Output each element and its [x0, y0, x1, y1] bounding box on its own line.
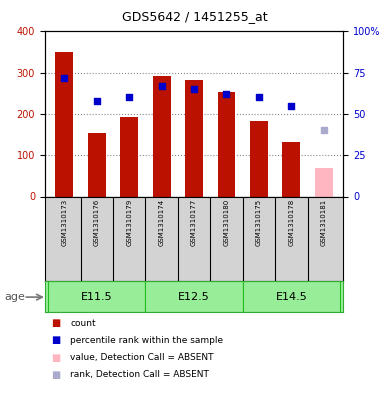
Bar — [250, 121, 268, 196]
Point — [256, 94, 262, 101]
Point — [321, 127, 327, 134]
Point — [223, 91, 230, 97]
Text: ■: ■ — [51, 353, 60, 363]
Text: value, Detection Call = ABSENT: value, Detection Call = ABSENT — [70, 353, 214, 362]
Point — [126, 94, 132, 101]
Bar — [48, 281, 145, 312]
Point — [158, 83, 165, 89]
Text: GSM1310180: GSM1310180 — [223, 199, 229, 246]
Bar — [282, 142, 300, 196]
Text: percentile rank within the sample: percentile rank within the sample — [70, 336, 223, 345]
Text: ■: ■ — [51, 318, 60, 328]
Point — [288, 103, 294, 109]
Text: E11.5: E11.5 — [81, 292, 113, 302]
Text: rank, Detection Call = ABSENT: rank, Detection Call = ABSENT — [70, 371, 209, 379]
Text: count: count — [70, 319, 96, 327]
Bar — [145, 281, 243, 312]
Text: age: age — [5, 292, 26, 302]
Text: GSM1310177: GSM1310177 — [191, 199, 197, 246]
Text: GSM1310181: GSM1310181 — [321, 199, 327, 246]
Bar — [185, 80, 203, 196]
Text: GSM1310173: GSM1310173 — [61, 199, 67, 246]
Text: GSM1310178: GSM1310178 — [288, 199, 294, 246]
Text: GSM1310179: GSM1310179 — [126, 199, 132, 246]
Text: ■: ■ — [51, 370, 60, 380]
Point — [61, 75, 67, 81]
Bar — [120, 117, 138, 196]
Bar — [88, 133, 106, 196]
Bar — [218, 92, 236, 196]
Text: GSM1310174: GSM1310174 — [159, 199, 165, 246]
Bar — [243, 281, 340, 312]
Bar — [315, 167, 333, 196]
Point — [191, 86, 197, 92]
Text: E12.5: E12.5 — [178, 292, 210, 302]
Text: GSM1310175: GSM1310175 — [256, 199, 262, 246]
Bar — [152, 76, 170, 196]
Text: E14.5: E14.5 — [275, 292, 307, 302]
Text: GDS5642 / 1451255_at: GDS5642 / 1451255_at — [122, 10, 268, 23]
Bar — [55, 52, 73, 196]
Point — [94, 97, 100, 104]
Text: ■: ■ — [51, 335, 60, 345]
Text: GSM1310176: GSM1310176 — [94, 199, 100, 246]
